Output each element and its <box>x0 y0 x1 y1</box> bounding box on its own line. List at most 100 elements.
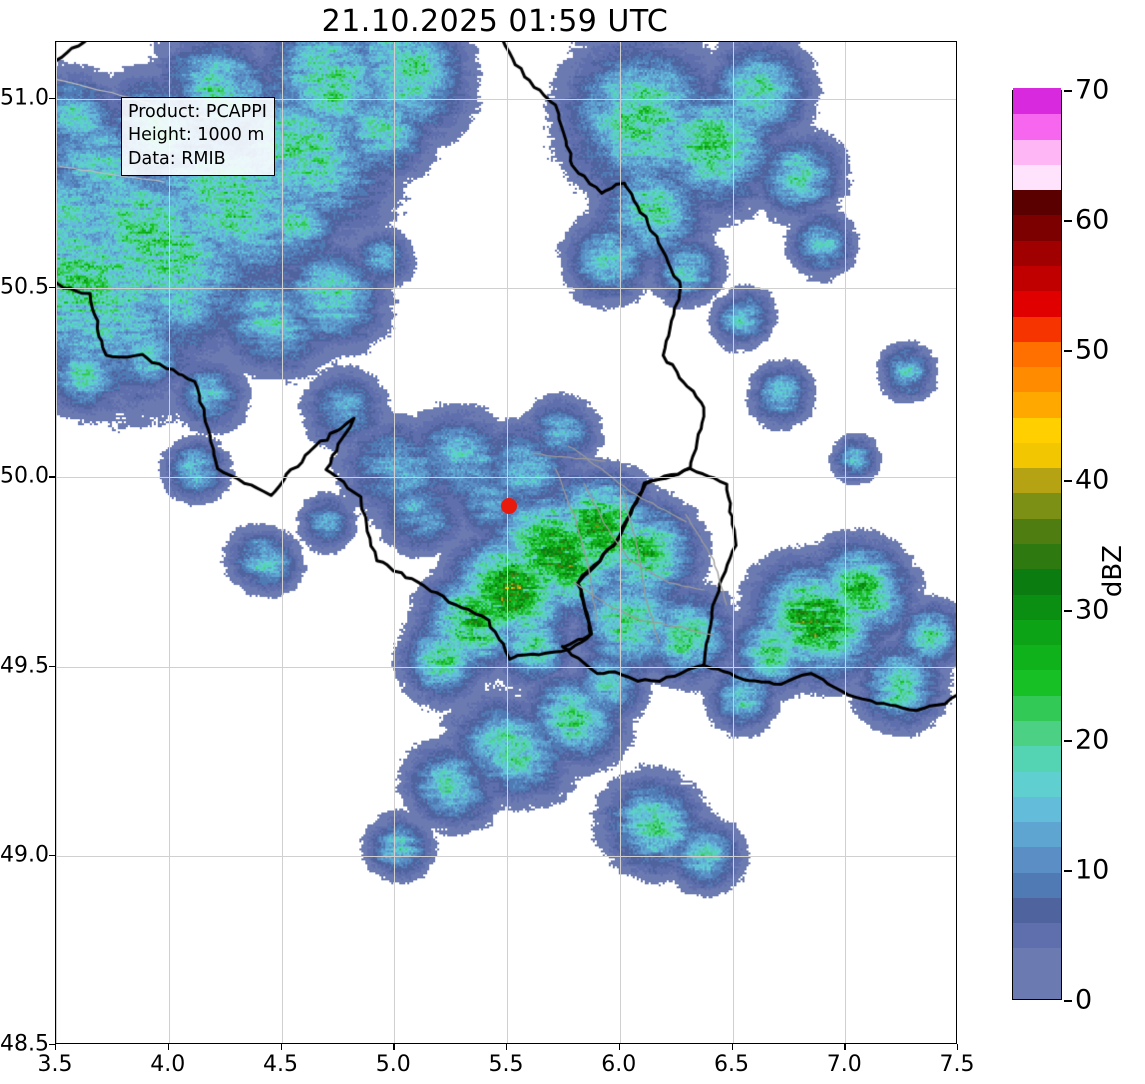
colorbar-tick-label: 0 <box>1075 984 1093 1016</box>
colorbar-band <box>1013 391 1061 418</box>
colorbar-band <box>1013 897 1061 924</box>
radar-reflectivity-canvas <box>56 42 956 1043</box>
x-axis-label: 6.0 <box>601 1052 637 1077</box>
colorbar-band <box>1013 872 1061 898</box>
x-axis-label: 7.0 <box>826 1052 862 1077</box>
x-axis-label: 5.0 <box>375 1052 411 1077</box>
y-axis-tick <box>49 854 55 857</box>
colorbar-band <box>1013 695 1061 721</box>
colorbar-band <box>1013 315 1061 342</box>
x-axis-tick <box>618 1044 621 1050</box>
colorbar-band <box>1013 366 1061 393</box>
colorbar-tick <box>1064 90 1072 92</box>
colorbar-band <box>1013 492 1061 519</box>
x-axis-label: 7.5 <box>939 1052 975 1077</box>
colorbar-band <box>1013 240 1061 266</box>
gridline-vertical <box>507 42 508 1043</box>
y-axis-label: 48.5 <box>0 1031 49 1057</box>
x-axis-tick <box>731 1044 733 1050</box>
colorbar-band <box>1013 745 1061 772</box>
info-product-line: Product: PCAPPI <box>128 102 267 122</box>
y-axis-label: 51.0 <box>0 85 49 111</box>
colorbar-band <box>1013 593 1061 620</box>
gridline-horizontal <box>56 666 956 668</box>
colorbar-band <box>1013 770 1061 797</box>
gridline-vertical <box>281 42 283 1043</box>
gridline-vertical <box>56 42 57 1043</box>
colorbar-band <box>1013 518 1061 544</box>
colorbar-band <box>1013 417 1061 443</box>
colorbar-band <box>1013 568 1061 595</box>
radar-map-plot[interactable]: Product: PCAPPI Height: 1000 m Data: RMI… <box>55 41 957 1044</box>
colorbar-tick-label: 20 <box>1075 724 1110 756</box>
colorbar-band <box>1013 113 1061 140</box>
colorbar-band <box>1013 164 1061 191</box>
gridline-vertical <box>619 42 621 1043</box>
colorbar-tick <box>1064 1000 1072 1002</box>
y-axis-label: 50.0 <box>0 463 49 489</box>
x-axis-label: 5.5 <box>488 1052 524 1077</box>
gridline-horizontal <box>56 477 956 479</box>
info-data-line: Data: RMIB <box>128 148 226 169</box>
colorbar-band <box>1013 442 1061 469</box>
x-axis-label: 4.5 <box>263 1052 298 1077</box>
x-axis-label: 6.5 <box>714 1052 749 1077</box>
colorbar <box>1012 88 1062 1000</box>
colorbar-tick <box>1064 870 1072 872</box>
y-axis-label: 49.0 <box>0 842 49 868</box>
y-axis-tick <box>49 665 55 667</box>
colorbar-tick-label: 10 <box>1075 854 1110 886</box>
colorbar-tick-label: 50 <box>1075 334 1110 366</box>
colorbar-tick <box>1064 220 1072 222</box>
colorbar-band <box>1013 341 1061 368</box>
x-axis-label: 4.0 <box>150 1052 186 1077</box>
gridline-vertical <box>845 42 847 1043</box>
y-axis-tick <box>49 97 55 100</box>
colorbar-tick <box>1064 610 1072 612</box>
gridline-vertical <box>732 42 734 1043</box>
colorbar-band <box>1013 922 1061 949</box>
y-axis-label: 50.5 <box>0 274 49 300</box>
colorbar-band <box>1013 947 1061 974</box>
y-axis-tick <box>49 476 55 478</box>
colorbar-tick-label: 30 <box>1075 594 1110 626</box>
colorbar-band <box>1013 973 1061 999</box>
x-axis-tick <box>506 1044 508 1050</box>
colorbar-band <box>1013 846 1061 873</box>
colorbar-tick-label: 70 <box>1075 74 1110 106</box>
x-axis-tick <box>844 1044 846 1050</box>
y-axis-label: 49.5 <box>0 653 49 678</box>
colorbar-band <box>1013 619 1061 646</box>
x-axis-tick <box>957 1044 959 1050</box>
colorbar-band <box>1013 467 1061 494</box>
colorbar-tick <box>1064 350 1072 352</box>
gridline-horizontal <box>56 98 956 100</box>
colorbar-label: dBZ <box>1098 545 1128 598</box>
colorbar-tick <box>1064 480 1072 482</box>
colorbar-band <box>1013 290 1061 317</box>
radar-site-marker <box>501 497 518 514</box>
colorbar-band <box>1013 138 1061 165</box>
gridline-horizontal <box>56 288 956 290</box>
x-axis-tick <box>393 1044 395 1050</box>
x-axis-label: 3.5 <box>37 1052 73 1077</box>
colorbar-band <box>1013 189 1061 216</box>
y-axis-tick <box>49 287 55 289</box>
colorbar-tick <box>1064 740 1072 742</box>
colorbar-tick-label: 60 <box>1075 204 1110 236</box>
x-axis-tick <box>167 1044 170 1050</box>
colorbar-band <box>1013 720 1061 747</box>
colorbar-band <box>1013 796 1061 823</box>
page-title: 21.10.2025 01:59 UTC <box>321 4 669 39</box>
colorbar-band <box>1013 644 1061 671</box>
colorbar-band <box>1013 88 1061 115</box>
product-info-box: Product: PCAPPI Height: 1000 m Data: RMI… <box>121 97 275 176</box>
x-axis-tick <box>280 1044 282 1050</box>
colorbar-tick-label: 40 <box>1075 464 1110 496</box>
colorbar-band <box>1013 214 1061 241</box>
colorbar-band <box>1013 543 1061 570</box>
colorbar-band <box>1013 265 1061 292</box>
gridline-vertical <box>168 42 170 1043</box>
colorbar-band <box>1013 669 1061 696</box>
y-axis-tick <box>49 1044 55 1046</box>
